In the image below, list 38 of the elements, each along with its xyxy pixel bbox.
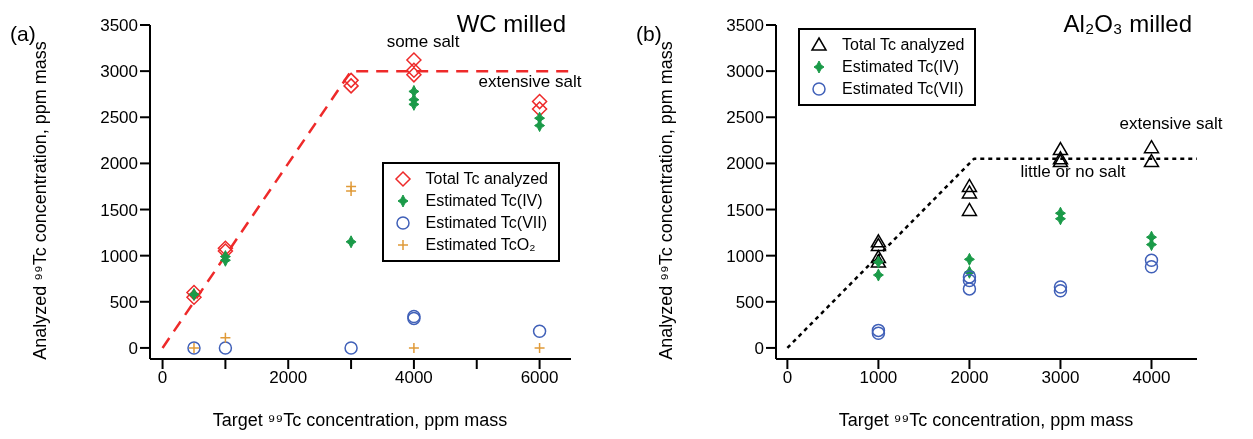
y-tick-label: 1500 bbox=[100, 200, 138, 220]
y-tick-label: 2500 bbox=[100, 108, 138, 128]
y-tick-label: 2000 bbox=[726, 154, 764, 174]
y-tick-label: 0 bbox=[128, 338, 138, 358]
y-tick-label: 500 bbox=[109, 292, 138, 312]
y-tick-label: 2500 bbox=[726, 108, 764, 128]
legend-label: Estimated Tc(IV) bbox=[842, 57, 960, 77]
legend-label: Estimated Tc(IV) bbox=[425, 191, 543, 211]
annotation: little or no salt bbox=[1020, 162, 1126, 182]
y-tick-label: 1500 bbox=[726, 200, 764, 220]
x-axis-title: Target ⁹⁹Tc concentration, ppm mass bbox=[837, 410, 1135, 431]
x-tick-label: 1000 bbox=[859, 368, 898, 388]
x-tick-label: 6000 bbox=[520, 368, 559, 388]
legend-label: Estimated Tc(VII) bbox=[842, 79, 964, 99]
y-tick-label: 1000 bbox=[100, 246, 138, 266]
x-tick-label: 4000 bbox=[1132, 368, 1171, 388]
x-tick-label: 0 bbox=[782, 368, 793, 388]
legend-label: Estimated TcO₂ bbox=[425, 235, 536, 255]
y-tick-label: 3000 bbox=[726, 62, 764, 82]
y-tick-label: 500 bbox=[735, 292, 764, 312]
y-tick-label: 3500 bbox=[726, 16, 764, 36]
legend-label: Estimated Tc(VII) bbox=[425, 213, 548, 233]
y-tick-label: 2000 bbox=[100, 154, 138, 174]
annotation: extensive salt bbox=[478, 72, 582, 92]
x-axis-title: Target ⁹⁹Tc concentration, ppm mass bbox=[211, 410, 509, 431]
x-tick-label: 4000 bbox=[395, 368, 433, 388]
x-tick-label: 0 bbox=[157, 368, 168, 388]
x-tick-label: 2000 bbox=[269, 368, 308, 388]
y-tick-label: 0 bbox=[754, 338, 764, 358]
legend-label: Total Tc analyzed bbox=[842, 35, 965, 55]
y-tick-label: 3000 bbox=[100, 62, 138, 82]
legend-label: Total Tc analyzed bbox=[425, 169, 548, 189]
x-tick-label: 3000 bbox=[1041, 368, 1080, 388]
y-tick-label: 1000 bbox=[726, 246, 764, 266]
y-tick-label: 3500 bbox=[100, 16, 138, 36]
annotation: extensive salt bbox=[1119, 114, 1223, 134]
x-tick-label: 2000 bbox=[950, 368, 989, 388]
chart-title: Al₂O₃ milled bbox=[1063, 10, 1192, 38]
